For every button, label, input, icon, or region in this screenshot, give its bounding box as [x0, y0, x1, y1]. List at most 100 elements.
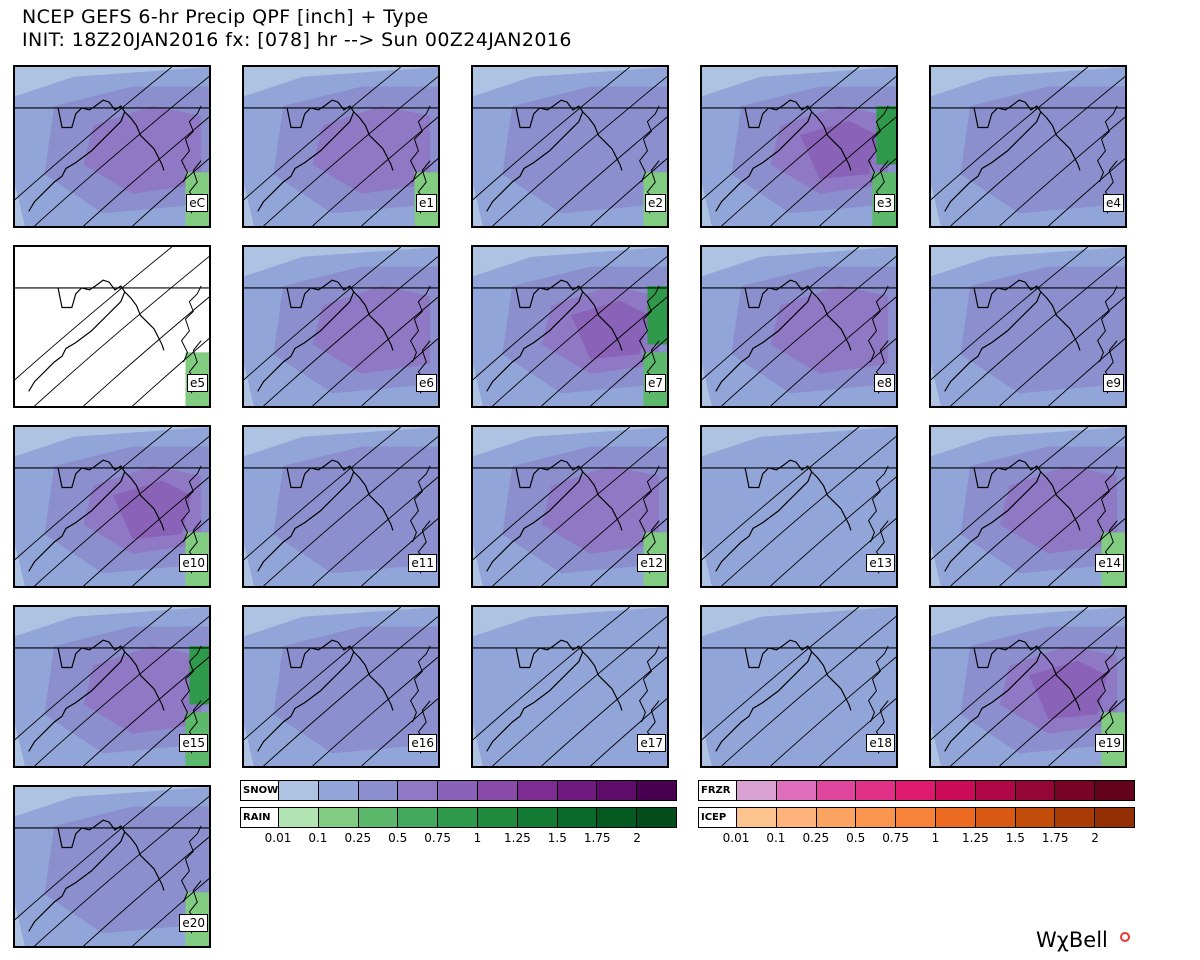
ensemble-member-label: e8: [873, 374, 895, 392]
colorbar-tick-label: 1.25: [504, 831, 531, 845]
precip-field-heavy: [960, 86, 1125, 214]
rain-colorbar: RAIN: [240, 807, 677, 828]
rain-field-heavy: [647, 286, 667, 345]
colorbar-tick-label: 2: [1091, 831, 1099, 845]
thickness-contour: [312, 476, 438, 586]
va-border: [124, 111, 165, 171]
snow-swatch: [477, 781, 518, 800]
va-border: [811, 111, 852, 171]
snow-swatch: [637, 781, 676, 800]
precip-map: [473, 67, 667, 226]
ensemble-panel: e8: [700, 245, 898, 408]
thickness-contour: [132, 878, 209, 946]
precip-map: [931, 607, 1125, 766]
ensemble-member-label: e13: [866, 554, 895, 572]
thickness-contour: [492, 436, 667, 586]
thickness-contour: [83, 296, 209, 406]
precip-field-core: [83, 646, 202, 734]
precip-map: [244, 427, 438, 586]
snow-swatch: [279, 781, 319, 800]
wv-border: [715, 459, 813, 572]
va-border: [582, 291, 623, 351]
precip-field-core: [312, 286, 431, 374]
thickness-contour: [541, 476, 667, 586]
rain-field-heavy: [189, 646, 209, 705]
rain-swatch: [477, 808, 518, 827]
ensemble-panel: e6: [242, 245, 440, 408]
thickness-contour: [132, 518, 209, 586]
thickness-contour: [83, 476, 209, 586]
ensemble-member-label: e17: [637, 734, 666, 752]
thickness-contour: [590, 698, 667, 766]
thickness-contour: [492, 76, 667, 226]
va-border: [124, 291, 165, 351]
ensemble-panel: e7: [471, 245, 669, 408]
ensemble-member-label: e10: [179, 554, 208, 572]
colorbar-tick-label: 1.25: [962, 831, 989, 845]
thickness-contour: [312, 296, 438, 406]
ensemble-panel: e10: [13, 425, 211, 588]
thickness-contour: [770, 116, 896, 226]
thickness-contour: [702, 607, 860, 741]
thickness-contour: [1048, 158, 1125, 226]
wv-border: [715, 639, 813, 752]
ensemble-panel: e13: [700, 425, 898, 588]
precip-field-mid: [702, 607, 896, 766]
ensemble-panel: e5: [13, 245, 211, 408]
brand-logo: WχBell: [1036, 928, 1108, 952]
ice-colorbar-ticks: 0.01 0.1 0.25 0.5 0.75 1 1.25 1.5 1.75 2: [698, 831, 1135, 847]
va-border: [124, 651, 165, 711]
colorbar-tick-label: 0.25: [802, 831, 830, 845]
colorbar-tick-label: 0.25: [344, 831, 372, 845]
thickness-contour: [819, 698, 896, 766]
thickness-contour: [702, 247, 860, 381]
colorbar-tick-label: 0.5: [388, 831, 408, 845]
thickness-contour: [999, 116, 1125, 226]
icep-swatch: [1055, 808, 1096, 827]
thickness-contour: [132, 698, 209, 766]
frzr-colorbar-label: FRZR: [699, 781, 737, 800]
ensemble-panel: e16: [242, 605, 440, 768]
ensemble-member-label: e5: [186, 374, 208, 392]
wv-border: [486, 459, 584, 572]
thickness-contour: [950, 616, 1125, 766]
precip-map: [473, 427, 667, 586]
frzr-colorbar: FRZR: [698, 780, 1135, 801]
ensemble-member-label: eC: [186, 194, 208, 212]
snow-swatch: [438, 781, 478, 800]
colorbar-tick-label: 1.5: [547, 831, 567, 845]
precip-map: [244, 67, 438, 226]
precip-map: [15, 427, 209, 586]
precip-field-max: [799, 120, 879, 180]
wv-border: [257, 639, 355, 752]
map-init-time: INIT: 18Z20JAN2016 fx: [078] hr --> Sun …: [22, 29, 572, 51]
wv-border: [28, 819, 126, 932]
va-border: [353, 111, 394, 171]
icep-colorbar: ICEP: [698, 807, 1135, 828]
thickness-contour: [590, 338, 667, 406]
icep-swatch: [1095, 808, 1134, 827]
precip-map: [931, 427, 1125, 586]
ensemble-panel: e3: [700, 65, 898, 228]
thickness-contour: [473, 607, 631, 741]
thickness-contour: [244, 67, 402, 201]
ensemble-member-label: e16: [408, 734, 437, 752]
precip-field-heavy: [960, 266, 1125, 394]
thickness-contour: [244, 607, 402, 741]
thickness-contour: [770, 296, 896, 406]
frzr-swatch: [856, 781, 897, 800]
frzr-swatch: [896, 781, 936, 800]
thickness-contour: [312, 116, 438, 226]
rain-swatch: [398, 808, 439, 827]
thickness-contour: [590, 518, 667, 586]
precip-field-max: [112, 480, 192, 540]
ensemble-member-label: e4: [1102, 194, 1124, 212]
ensemble-member-label: e2: [644, 194, 666, 212]
icep-swatch: [737, 808, 777, 827]
precip-field-max: [570, 300, 650, 360]
va-border: [811, 651, 852, 711]
ensemble-panel: e19: [929, 605, 1127, 768]
frzr-swatch: [1015, 781, 1056, 800]
snow-swatch: [398, 781, 439, 800]
rain-swatch: [438, 808, 478, 827]
